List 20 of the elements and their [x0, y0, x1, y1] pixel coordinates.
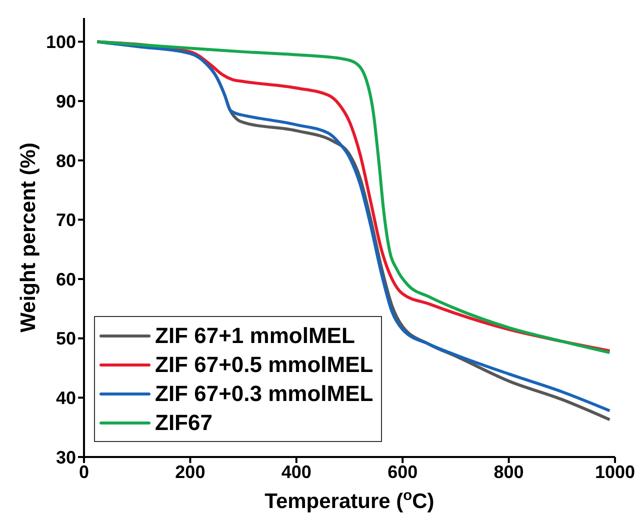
legend-label: ZIF 67+0.5 mmolMEL	[155, 352, 374, 378]
y-tick-label: 70	[56, 210, 76, 230]
y-tick-label: 90	[56, 91, 76, 112]
y-tick-label: 100	[46, 32, 76, 52]
x-tick-label: 1000	[594, 462, 636, 482]
legend-label: ZIF 67+1 mmolMEL	[155, 322, 355, 348]
y-axis-title: Weight percent (%)	[16, 142, 40, 332]
y-tick-label: 40	[56, 388, 76, 408]
x-tick-label: 200	[175, 462, 206, 482]
x-tick-label: 600	[388, 462, 418, 482]
legend-label: ZIF67	[155, 410, 212, 436]
x-tick-label: 400	[281, 462, 312, 482]
legend-label: ZIF 67+0.3 mmolMEL	[155, 380, 374, 406]
x-tick-label: 0	[78, 462, 90, 482]
y-tick-label: 30	[56, 447, 76, 468]
y-tick-label: 80	[56, 150, 76, 171]
y-tick-label: 50	[56, 328, 76, 349]
y-tick-label: 60	[56, 269, 76, 290]
x-tick-label: 800	[494, 462, 524, 482]
x-axis-title: Temperature ($^{o}$C)	[264, 488, 434, 513]
